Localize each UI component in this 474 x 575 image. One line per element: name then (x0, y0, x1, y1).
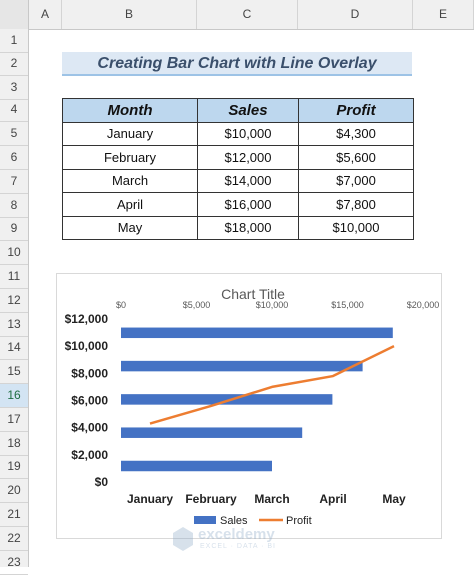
row-header-bar: 1 2 3 4 5 6 7 8 9 10 11 12 13 14 15 16 17 18 19 20 21 22 23 (0, 29, 29, 575)
watermark-brand: exceldemy (198, 526, 275, 543)
watermark-tagline: EXCEL · DATA · BI (200, 543, 276, 550)
left-axis-tick-label: $0 (95, 475, 109, 489)
header-month[interactable]: Month (62, 98, 198, 123)
cell-sales[interactable]: $16,000 (197, 192, 299, 217)
category-label: January (127, 492, 173, 506)
column-header-bar: A B C D E (0, 0, 474, 30)
table-row: May $18,000 $10,000 (62, 215, 414, 240)
select-all-corner[interactable] (0, 0, 29, 29)
row-header-18[interactable]: 18 (0, 432, 28, 456)
cell-profit[interactable]: $7,000 (298, 168, 414, 193)
table-row: January $10,000 $4,300 (62, 121, 414, 146)
column-header-a[interactable]: A (29, 0, 62, 29)
header-profit[interactable]: Profit (298, 98, 414, 123)
row-header-7[interactable]: 7 (0, 170, 28, 194)
row-header-6[interactable]: 6 (0, 146, 28, 170)
bar-sales (121, 460, 272, 472)
left-axis-tick-label: $6,000 (71, 394, 108, 408)
row-header-10[interactable]: 10 (0, 241, 28, 265)
top-axis-tick-label: $15,000 (331, 300, 364, 310)
column-header-e[interactable]: E (413, 0, 474, 29)
bar-sales (121, 360, 363, 372)
category-label: April (319, 492, 346, 506)
legend-label-sales: Sales (220, 515, 248, 527)
bar-sales (121, 394, 333, 405)
cell-sales[interactable]: $18,000 (197, 215, 299, 240)
row-header-22[interactable]: 22 (0, 527, 28, 551)
row-header-17[interactable]: 17 (0, 408, 28, 432)
cell-sales[interactable]: $14,000 (197, 168, 299, 193)
left-axis-tick-label: $12,000 (65, 312, 109, 326)
table-row: February $12,000 $5,600 (62, 145, 414, 170)
cell-month[interactable]: February (62, 145, 198, 170)
category-label: May (382, 492, 406, 506)
row-header-14[interactable]: 14 (0, 336, 28, 360)
chart-title: Chart Title (221, 286, 285, 302)
cell-month[interactable]: January (62, 121, 198, 146)
header-sales[interactable]: Sales (197, 98, 299, 123)
left-axis-tick-label: $4,000 (71, 421, 108, 435)
cell-month[interactable]: April (62, 192, 198, 217)
exceldemy-watermark: exceldemy EXCEL · DATA · BI (172, 524, 302, 554)
top-axis-tick-label: $5,000 (183, 300, 211, 310)
left-axis-tick-label: $8,000 (71, 366, 108, 380)
row-header-23[interactable]: 23 (0, 551, 28, 575)
table-row: March $14,000 $7,000 (62, 168, 414, 193)
row-header-4[interactable]: 4 (0, 98, 28, 122)
category-label: March (254, 492, 289, 506)
top-axis-tick-label: $0 (116, 300, 126, 310)
cell-sales[interactable]: $12,000 (197, 145, 299, 170)
cell-month[interactable]: March (62, 168, 198, 193)
left-axis-tick-label: $2,000 (71, 448, 108, 462)
row-header-21[interactable]: 21 (0, 503, 28, 527)
cell-month[interactable]: May (62, 215, 198, 240)
row-header-2[interactable]: 2 (0, 52, 28, 76)
cell-profit[interactable]: $7,800 (298, 192, 414, 217)
row-header-9[interactable]: 9 (0, 217, 28, 241)
bar-sales (121, 427, 303, 438)
cell-profit[interactable]: $10,000 (298, 215, 414, 240)
row-header-13[interactable]: 13 (0, 313, 28, 337)
row-header-1[interactable]: 1 (0, 29, 28, 53)
row-header-11[interactable]: 11 (0, 265, 28, 289)
chart-object[interactable]: Chart Title $0 $5,000 $10,000 $15,000 $20,000… (56, 273, 442, 539)
left-axis-tick-label: $10,000 (65, 339, 109, 353)
row-header-20[interactable]: 20 (0, 479, 28, 503)
table-header-row: Month Sales Profit (62, 98, 414, 123)
category-label: February (185, 492, 237, 506)
column-header-c[interactable]: C (197, 0, 298, 29)
chart-canvas: Chart Title $0 $5,000 $10,000 $15,000 $20,000… (65, 286, 440, 527)
row-header-8[interactable]: 8 (0, 194, 28, 218)
row-header-16[interactable]: 16 (0, 384, 28, 408)
cell-profit[interactable]: $4,300 (298, 121, 414, 146)
data-table: Month Sales Profit January $10,000 $4,30… (62, 98, 414, 240)
row-header-12[interactable]: 12 (0, 289, 28, 313)
line-profit (149, 345, 395, 425)
cell-sales[interactable]: $10,000 (197, 121, 299, 146)
exceldemy-logo-icon (173, 527, 193, 551)
legend-swatch-sales (194, 516, 216, 524)
sheet-heading[interactable]: Creating Bar Chart with Line Overlay (62, 52, 412, 76)
legend-label-profit: Profit (286, 515, 312, 527)
bar-sales (121, 327, 393, 339)
top-axis-tick-label: $20,000 (407, 300, 440, 310)
top-axis-tick-label: $10,000 (256, 300, 289, 310)
row-header-5[interactable]: 5 (0, 122, 28, 146)
column-header-b[interactable]: B (62, 0, 197, 29)
row-header-19[interactable]: 19 (0, 455, 28, 479)
row-header-15[interactable]: 15 (0, 360, 28, 384)
column-header-d[interactable]: D (298, 0, 413, 29)
row-header-3[interactable]: 3 (0, 76, 28, 100)
cell-profit[interactable]: $5,600 (298, 145, 414, 170)
table-row: April $16,000 $7,800 (62, 192, 414, 217)
